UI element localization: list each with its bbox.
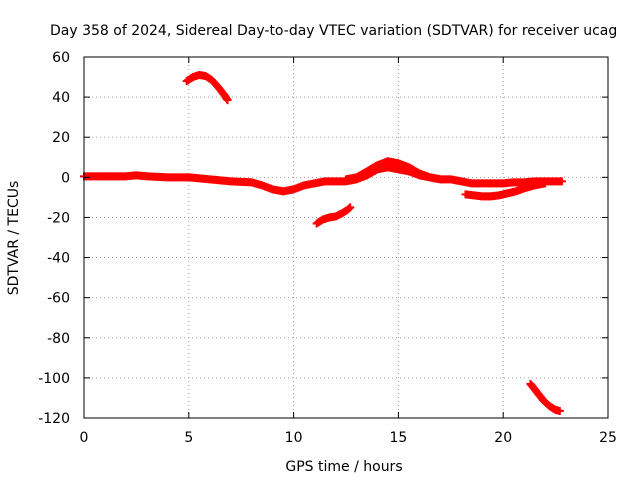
x-tick-label: 25 [599, 430, 617, 446]
axes: 0 5 10 15 20 25 -120 -100 -80 -60 -40 -20 0 20 40 60 [38, 50, 617, 446]
series-lower-arc [461, 179, 550, 201]
x-tick-label: 0 [80, 430, 89, 446]
grid [84, 57, 608, 418]
series-main-band-upper [342, 157, 445, 184]
y-tick-label: -20 [47, 210, 70, 226]
y-tick-label: -80 [47, 331, 70, 347]
y-tick-label: 60 [52, 50, 70, 66]
y-axis-label: SDTVAR / TECUs [6, 181, 22, 296]
data-point [541, 179, 550, 188]
y-tick-label: -120 [38, 411, 70, 427]
x-tick-label: 20 [494, 430, 512, 446]
data-point [436, 175, 445, 184]
x-tick-label: 10 [285, 430, 303, 446]
plot-frame [83, 56, 609, 419]
series-mid-negative-arc [312, 203, 355, 228]
y-tick-label: -100 [38, 371, 70, 387]
data-point [557, 177, 566, 186]
data-point [223, 96, 232, 105]
chart-title: Day 358 of 2024, Sidereal Day-to-day VTE… [50, 23, 617, 39]
series-deep-negative-arc [526, 379, 564, 415]
data-point [345, 204, 354, 213]
data-point [346, 203, 355, 212]
x-axis-label: GPS time / hours [285, 459, 402, 475]
series-high-arc [182, 71, 232, 105]
y-tick-label: 40 [52, 90, 70, 106]
data-points [80, 71, 566, 415]
x-tick-label: 5 [184, 430, 193, 446]
x-tick-label: 15 [389, 430, 407, 446]
y-tick-label: -40 [47, 251, 70, 267]
y-tick-label: -60 [47, 291, 70, 307]
data-point [555, 406, 564, 415]
y-tick-label: 20 [52, 130, 70, 146]
y-tick-label: 0 [61, 170, 70, 186]
